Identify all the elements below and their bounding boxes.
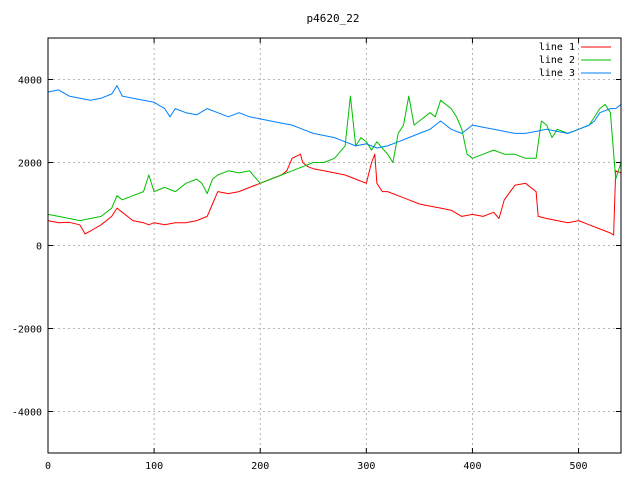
series-line-2 xyxy=(47,95,622,222)
y-tick-label: 2000 xyxy=(18,159,42,170)
series-line-1 xyxy=(47,153,622,236)
legend-label-1: line 1 xyxy=(539,42,575,53)
axis-ticks: 0 100 200 300 400 500 -4000 -2000 0 2000 4000 xyxy=(12,38,621,472)
x-tick-label: 400 xyxy=(463,461,481,472)
legend-label-3: line 3 xyxy=(539,68,575,79)
series-lines xyxy=(47,85,622,236)
y-tick-label: -4000 xyxy=(12,408,42,419)
chart-title: p4620_22 xyxy=(307,12,360,25)
legend: line 1 line 2 line 3 xyxy=(539,42,611,79)
y-tick-label: -2000 xyxy=(12,325,42,336)
x-tick-label: 300 xyxy=(357,461,375,472)
x-tick-label: 100 xyxy=(145,461,163,472)
x-tick-label: 500 xyxy=(570,461,588,472)
x-tick-label: 200 xyxy=(251,461,269,472)
grid xyxy=(47,38,621,453)
y-tick-label: 0 xyxy=(36,242,42,253)
series-line-3 xyxy=(47,85,622,149)
legend-label-2: line 2 xyxy=(539,55,575,66)
y-tick-label: 4000 xyxy=(18,76,42,87)
x-tick-label: 0 xyxy=(45,461,51,472)
plot-frame xyxy=(47,37,622,454)
